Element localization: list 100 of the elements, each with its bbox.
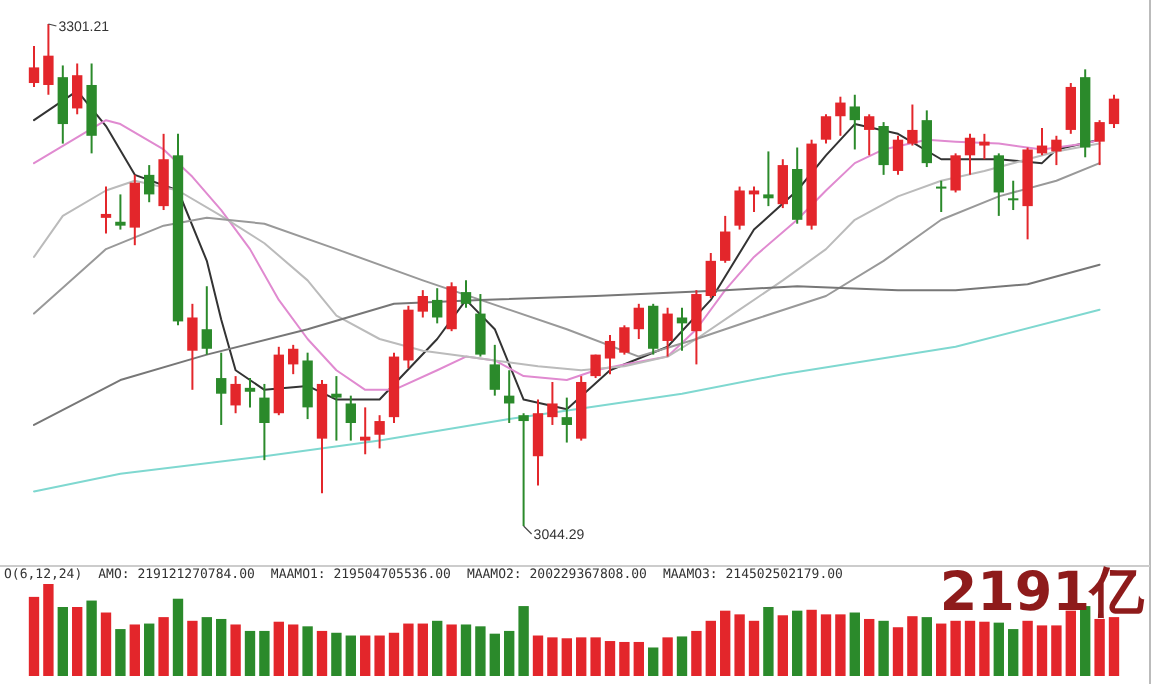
candlestick bbox=[907, 103, 918, 147]
bar bbox=[187, 620, 198, 676]
bar bbox=[892, 627, 904, 676]
candlestick bbox=[1008, 179, 1019, 212]
bar bbox=[590, 637, 601, 676]
bar bbox=[835, 614, 846, 676]
candlestick bbox=[864, 113, 875, 157]
candlestick bbox=[360, 406, 371, 456]
bar bbox=[936, 623, 947, 676]
candlestick bbox=[849, 93, 860, 151]
bar bbox=[72, 607, 83, 676]
candlestick bbox=[1094, 119, 1105, 167]
candlestick bbox=[820, 113, 832, 145]
bar bbox=[720, 610, 731, 676]
candlestick bbox=[518, 412, 529, 527]
bar bbox=[28, 596, 40, 676]
bar bbox=[504, 630, 515, 676]
candlestick bbox=[777, 158, 788, 210]
candlestick bbox=[547, 380, 558, 426]
bar bbox=[1008, 629, 1019, 676]
candlestick bbox=[979, 132, 990, 161]
bar bbox=[316, 630, 328, 676]
candlestick bbox=[115, 193, 126, 231]
bar bbox=[43, 584, 54, 676]
bar bbox=[604, 641, 616, 676]
bar bbox=[878, 620, 889, 676]
bar bbox=[201, 617, 212, 676]
bar bbox=[302, 626, 313, 676]
bar bbox=[950, 620, 961, 676]
bar bbox=[100, 612, 112, 676]
candlestick bbox=[633, 302, 644, 340]
candlestick bbox=[561, 396, 572, 444]
candlestick bbox=[489, 343, 500, 397]
candlestick bbox=[216, 351, 227, 426]
bar bbox=[964, 620, 976, 676]
bar bbox=[230, 624, 241, 676]
bar bbox=[547, 637, 558, 676]
bar bbox=[705, 620, 716, 676]
bar bbox=[273, 621, 284, 676]
candlestick bbox=[705, 252, 716, 299]
bar bbox=[619, 641, 630, 676]
bar bbox=[172, 598, 184, 676]
bar bbox=[86, 600, 97, 676]
candlestick bbox=[72, 62, 83, 116]
candlestick bbox=[144, 164, 155, 204]
candlestick bbox=[604, 334, 616, 376]
candlestick bbox=[244, 377, 256, 409]
candlestick bbox=[748, 185, 760, 213]
candlestick bbox=[993, 152, 1004, 217]
candlestick bbox=[1051, 134, 1062, 167]
bar bbox=[460, 624, 472, 676]
candlestick bbox=[878, 121, 889, 176]
candlestick bbox=[936, 179, 947, 213]
bar bbox=[129, 624, 140, 676]
bar bbox=[1065, 610, 1076, 676]
candlestick bbox=[230, 375, 241, 415]
bar bbox=[907, 616, 918, 676]
candlestick bbox=[964, 132, 976, 176]
bar bbox=[216, 618, 227, 676]
candlestick bbox=[158, 132, 169, 212]
bar bbox=[532, 635, 544, 676]
candlestick bbox=[950, 152, 961, 194]
bar bbox=[432, 620, 443, 676]
bar bbox=[259, 630, 270, 676]
bar bbox=[57, 607, 68, 676]
bar bbox=[331, 632, 342, 676]
candlestick bbox=[648, 302, 659, 356]
bar bbox=[576, 637, 587, 676]
candlestick bbox=[288, 343, 299, 376]
bar bbox=[158, 617, 169, 676]
candlestick bbox=[532, 398, 544, 487]
candlestick bbox=[302, 351, 313, 421]
bar bbox=[691, 630, 702, 676]
candlestick bbox=[345, 394, 356, 442]
bar bbox=[633, 641, 644, 676]
candlestick bbox=[720, 214, 731, 264]
candlestick bbox=[28, 44, 40, 88]
candlestick bbox=[921, 109, 932, 169]
bar bbox=[115, 629, 126, 676]
candlestick bbox=[331, 375, 342, 442]
bar bbox=[144, 623, 155, 676]
bar bbox=[489, 633, 500, 676]
bar bbox=[374, 635, 385, 676]
candlestick bbox=[100, 185, 112, 235]
bar bbox=[446, 624, 457, 676]
candlestick bbox=[835, 95, 846, 137]
bar bbox=[1036, 625, 1048, 676]
candlestick bbox=[129, 173, 140, 247]
bar bbox=[1022, 620, 1033, 676]
bar bbox=[1094, 618, 1105, 676]
bar bbox=[792, 610, 803, 676]
bar bbox=[360, 635, 371, 676]
bar bbox=[676, 636, 688, 676]
candlestick bbox=[460, 279, 472, 309]
candlestick bbox=[1108, 93, 1120, 129]
candlestick bbox=[734, 185, 745, 231]
candlestick bbox=[763, 150, 774, 208]
bar bbox=[777, 615, 788, 676]
candlestick bbox=[446, 281, 457, 333]
bar bbox=[921, 617, 932, 676]
